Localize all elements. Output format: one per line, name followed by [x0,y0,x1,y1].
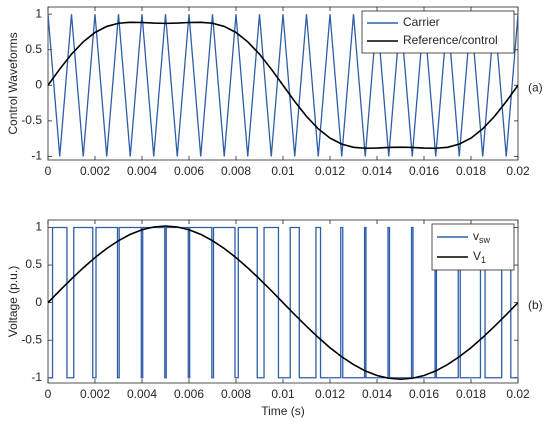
x-tick-label: 0.016 [409,387,439,401]
y-tick-label: -0.5 [21,113,42,127]
legend-label: vsw [473,229,491,245]
y-tick-label: 0 [35,295,42,309]
subplot: 0 0.002 0.004 0.006 0.008 0.01 0.012 0.014 0.016… [6,219,543,418]
y-tick-label: 0.5 [25,42,42,56]
y-tick-label: -0.5 [21,332,42,346]
x-tick-label: 0.01 [271,387,295,401]
x-tick-label: 0.004 [127,164,157,178]
y-tick-label: -1 [31,149,42,163]
x-tick-label: 0.012 [315,387,345,401]
legend-box [431,223,515,271]
legend-label: V1 [473,249,486,265]
x-tick-label: 0.02 [506,164,530,178]
x-tick-label: 0.012 [315,164,345,178]
x-tick-label: 0.01 [271,164,295,178]
x-tick-label: 0.006 [174,164,204,178]
series-line [48,225,518,381]
y-tick-label: 1 [35,6,42,20]
x-axis-label: Time (s) [261,404,305,418]
y-tick-label: -1 [31,370,42,384]
x-tick-label: 0.016 [409,164,439,178]
legend: Carrier Reference/control [361,10,515,54]
x-tick-label: 0.002 [80,387,110,401]
x-tick-label: 0.018 [456,164,486,178]
x-tick-label: 0.018 [456,387,486,401]
x-tick-label: 0.006 [174,387,204,401]
subplot: 0 0.002 0.004 0.006 0.008 0.01 0.012 0.014 0.016… [6,6,543,178]
annotation: (b) [528,298,543,312]
legend: vsw V1 [431,223,515,271]
y-tick-label: 1 [35,220,42,234]
x-tick-label: 0.02 [506,387,530,401]
x-tick-label: 0 [45,387,52,401]
x-tick-label: 0.014 [362,387,392,401]
y-tick-label: 0.5 [25,257,42,271]
legend-label: Reference/control [403,33,498,47]
annotation: (a) [528,80,543,94]
y-axis-label: Voltage (p.u.) [6,266,20,337]
series-line [48,21,518,150]
x-tick-label: 0.014 [362,164,392,178]
y-tick-label: 0 [35,77,42,91]
x-tick-label: 0.004 [127,387,157,401]
y-axis-label: Control Waveforms [6,32,20,134]
x-tick-label: 0.008 [221,164,251,178]
x-tick-label: 0 [45,164,52,178]
x-tick-label: 0.008 [221,387,251,401]
legend-label: Carrier [403,15,440,29]
legend-box [361,10,515,54]
series-line [48,226,518,379]
series-line [48,14,518,157]
x-tick-label: 0.002 [80,164,110,178]
